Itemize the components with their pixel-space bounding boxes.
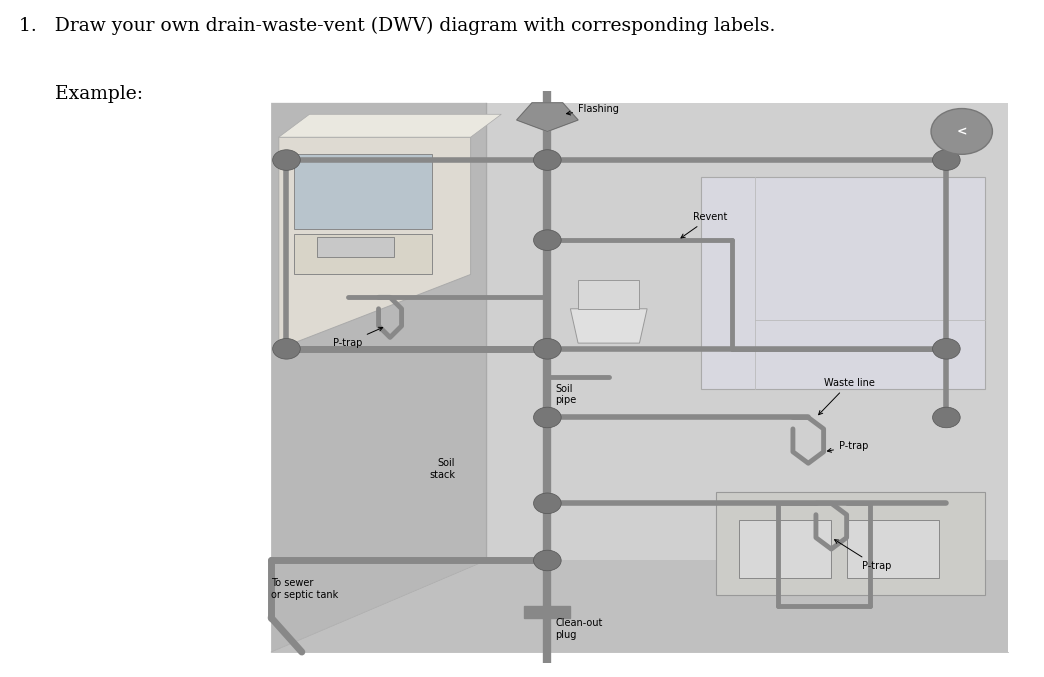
Polygon shape bbox=[570, 309, 647, 343]
Text: Revent: Revent bbox=[681, 213, 728, 238]
Bar bbox=[294, 234, 432, 274]
Text: P-trap: P-trap bbox=[332, 327, 383, 348]
Text: Soil
stack: Soil stack bbox=[429, 458, 455, 480]
Polygon shape bbox=[271, 561, 1007, 652]
Polygon shape bbox=[279, 114, 501, 137]
Text: Soil
pipe: Soil pipe bbox=[555, 384, 576, 406]
Circle shape bbox=[932, 407, 960, 428]
Polygon shape bbox=[716, 492, 984, 595]
Circle shape bbox=[533, 407, 562, 428]
Text: P-trap: P-trap bbox=[828, 441, 869, 452]
Polygon shape bbox=[487, 103, 1007, 561]
Text: Waste line: Waste line bbox=[818, 378, 875, 415]
Text: Clean-out
plug: Clean-out plug bbox=[555, 618, 602, 640]
Polygon shape bbox=[279, 137, 471, 349]
Circle shape bbox=[932, 150, 960, 171]
Circle shape bbox=[931, 108, 993, 154]
Bar bbox=[847, 521, 939, 577]
Circle shape bbox=[272, 338, 301, 359]
Circle shape bbox=[533, 338, 562, 359]
Circle shape bbox=[533, 230, 562, 250]
Text: 1.   Draw your own drain-waste-vent (DWV) diagram with corresponding labels.: 1. Draw your own drain-waste-vent (DWV) … bbox=[19, 17, 775, 35]
Bar bbox=[578, 280, 639, 309]
Text: Flashing: Flashing bbox=[567, 104, 619, 115]
Circle shape bbox=[533, 150, 562, 171]
Polygon shape bbox=[271, 103, 487, 652]
Text: <: < bbox=[956, 125, 967, 138]
Bar bbox=[317, 237, 394, 257]
Polygon shape bbox=[524, 74, 570, 86]
Text: P-trap: P-trap bbox=[834, 540, 892, 571]
Polygon shape bbox=[517, 103, 578, 131]
Bar bbox=[294, 154, 432, 229]
Polygon shape bbox=[701, 177, 984, 389]
Text: Example:: Example: bbox=[19, 85, 143, 103]
Circle shape bbox=[932, 338, 960, 359]
Bar bbox=[739, 521, 831, 577]
Circle shape bbox=[272, 150, 301, 171]
Polygon shape bbox=[524, 607, 570, 617]
Text: To sewer
or septic tank: To sewer or septic tank bbox=[271, 578, 338, 600]
Circle shape bbox=[533, 550, 562, 571]
Circle shape bbox=[533, 493, 562, 514]
